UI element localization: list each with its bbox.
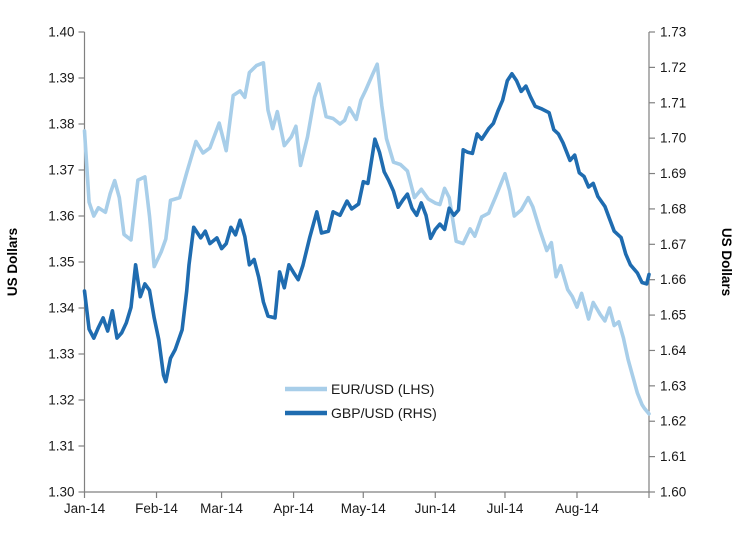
left-axis-tick-label: 1.39 — [48, 71, 74, 86]
left-axis-tick-label: 1.30 — [48, 485, 74, 500]
right-axis-tick-label: 1.64 — [660, 343, 687, 358]
left-axis-tick-label: 1.32 — [48, 393, 74, 408]
right-axis-tick-label: 1.60 — [660, 485, 686, 500]
right-axis-tick-label: 1.69 — [660, 166, 686, 181]
x-axis-tick-label: Feb-14 — [135, 501, 178, 516]
left-axis-tick-label: 1.38 — [48, 117, 74, 132]
right-axis-tick-label: 1.65 — [660, 308, 686, 323]
gbp-usd-legend-label: GBP/USD (RHS) — [331, 405, 437, 421]
right-axis-tick-label: 1.61 — [660, 449, 686, 464]
x-axis-tick-label: Aug-14 — [555, 501, 599, 516]
right-axis-tick-label: 1.62 — [660, 414, 686, 429]
right-axis-title: US Dollars — [719, 228, 734, 296]
right-axis-tick-label: 1.68 — [660, 201, 686, 216]
right-axis-tick-label: 1.73 — [660, 25, 686, 40]
left-axis-tick-label: 1.37 — [48, 163, 74, 178]
left-axis-title: US Dollars — [5, 228, 20, 296]
data-series — [82, 60, 651, 416]
left-axis-tick-label: 1.35 — [48, 255, 74, 270]
left-axis-tick-label: 1.36 — [48, 209, 74, 224]
right-axis-tick-label: 1.66 — [660, 272, 686, 287]
eur-usd-legend-label: EUR/USD (LHS) — [331, 381, 434, 397]
right-axis-tick-label: 1.72 — [660, 60, 686, 75]
left-axis-tick-label: 1.33 — [48, 347, 74, 362]
left-axis-tick-label: 1.40 — [48, 25, 74, 40]
x-axis-tick-label: May-14 — [341, 501, 387, 516]
right-axis-tick-label: 1.63 — [660, 378, 686, 393]
x-axis-tick-label: Jul-14 — [487, 501, 524, 516]
right-axis-tick-label: 1.71 — [660, 95, 686, 110]
legend: EUR/USD (LHS) GBP/USD (RHS) — [285, 381, 437, 421]
axes: 1.30 1.31 1.32 1.33 1.34 1.35 1.36 1.37 1.38 1.39… — [48, 25, 687, 517]
gbp-usd-line — [82, 72, 651, 384]
left-axis-tick-label: 1.31 — [48, 439, 74, 454]
eur-usd-line — [82, 60, 651, 416]
x-axis-tick-label: Jan-14 — [64, 501, 106, 516]
left-axis-tick-label: 1.34 — [48, 301, 75, 316]
right-axis-tick-label: 1.67 — [660, 237, 686, 252]
x-axis-tick-label: Jun-14 — [415, 501, 457, 516]
right-axis-tick-label: 1.70 — [660, 131, 686, 146]
plot-area — [84, 32, 649, 492]
x-axis-tick-label: Apr-14 — [273, 501, 314, 516]
x-axis-tick-label: Mar-14 — [200, 501, 243, 516]
